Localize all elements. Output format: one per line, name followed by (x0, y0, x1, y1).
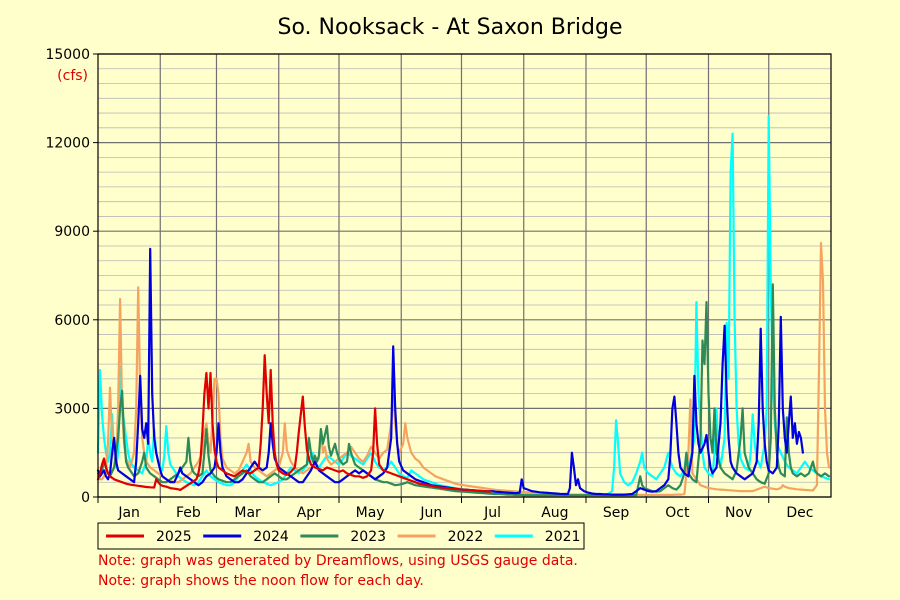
y-axis-unit-label: (cfs) (57, 68, 88, 84)
x-tick-label: Aug (541, 505, 568, 521)
x-tick-label: Apr (297, 505, 321, 521)
x-tick-label: Nov (725, 505, 752, 521)
series-line-2025 (96, 354, 493, 493)
x-tick-label: Jul (483, 505, 501, 521)
plot-area: 0 3000 6000 9000 12000 15000 Jan Feb Mar Apr May Ju… (45, 47, 832, 521)
legend-label-2023: 2023 (350, 529, 386, 545)
x-tick-label: Dec (786, 505, 813, 521)
x-tick-label: Oct (665, 505, 690, 521)
y-tick-label: 9000 (54, 224, 90, 240)
series-line-2023 (96, 283, 831, 497)
x-tick-label: Mar (234, 505, 261, 521)
legend-label-2022: 2022 (448, 529, 484, 545)
legend-label-2021: 2021 (545, 529, 581, 545)
x-tick-label: Sep (603, 505, 630, 521)
plot-frame (97, 53, 832, 498)
legend-label-2025: 2025 (156, 529, 192, 545)
y-tick-label: 3000 (54, 401, 90, 417)
note-noon-flow: Note: graph shows the noon flow for each… (98, 573, 424, 589)
y-tick-label: 0 (81, 490, 90, 506)
y-tick-label: 15000 (45, 47, 90, 63)
legend-label-2024: 2024 (253, 529, 289, 545)
x-tick-label: Feb (176, 505, 201, 521)
x-tick-label: Jan (117, 505, 140, 521)
chart-title: So. Nooksack - At Saxon Bridge (277, 15, 622, 40)
y-tick-label: 6000 (54, 313, 90, 329)
legend: 2025 2024 2023 2022 2021 (97, 522, 585, 550)
note-data-source: Note: graph was generated by Dreamflows,… (98, 553, 578, 569)
y-tick-label: 12000 (45, 136, 90, 152)
x-tick-label: May (356, 505, 385, 521)
series-line-2022 (96, 241, 831, 496)
x-tick-label: Jun (419, 505, 442, 521)
